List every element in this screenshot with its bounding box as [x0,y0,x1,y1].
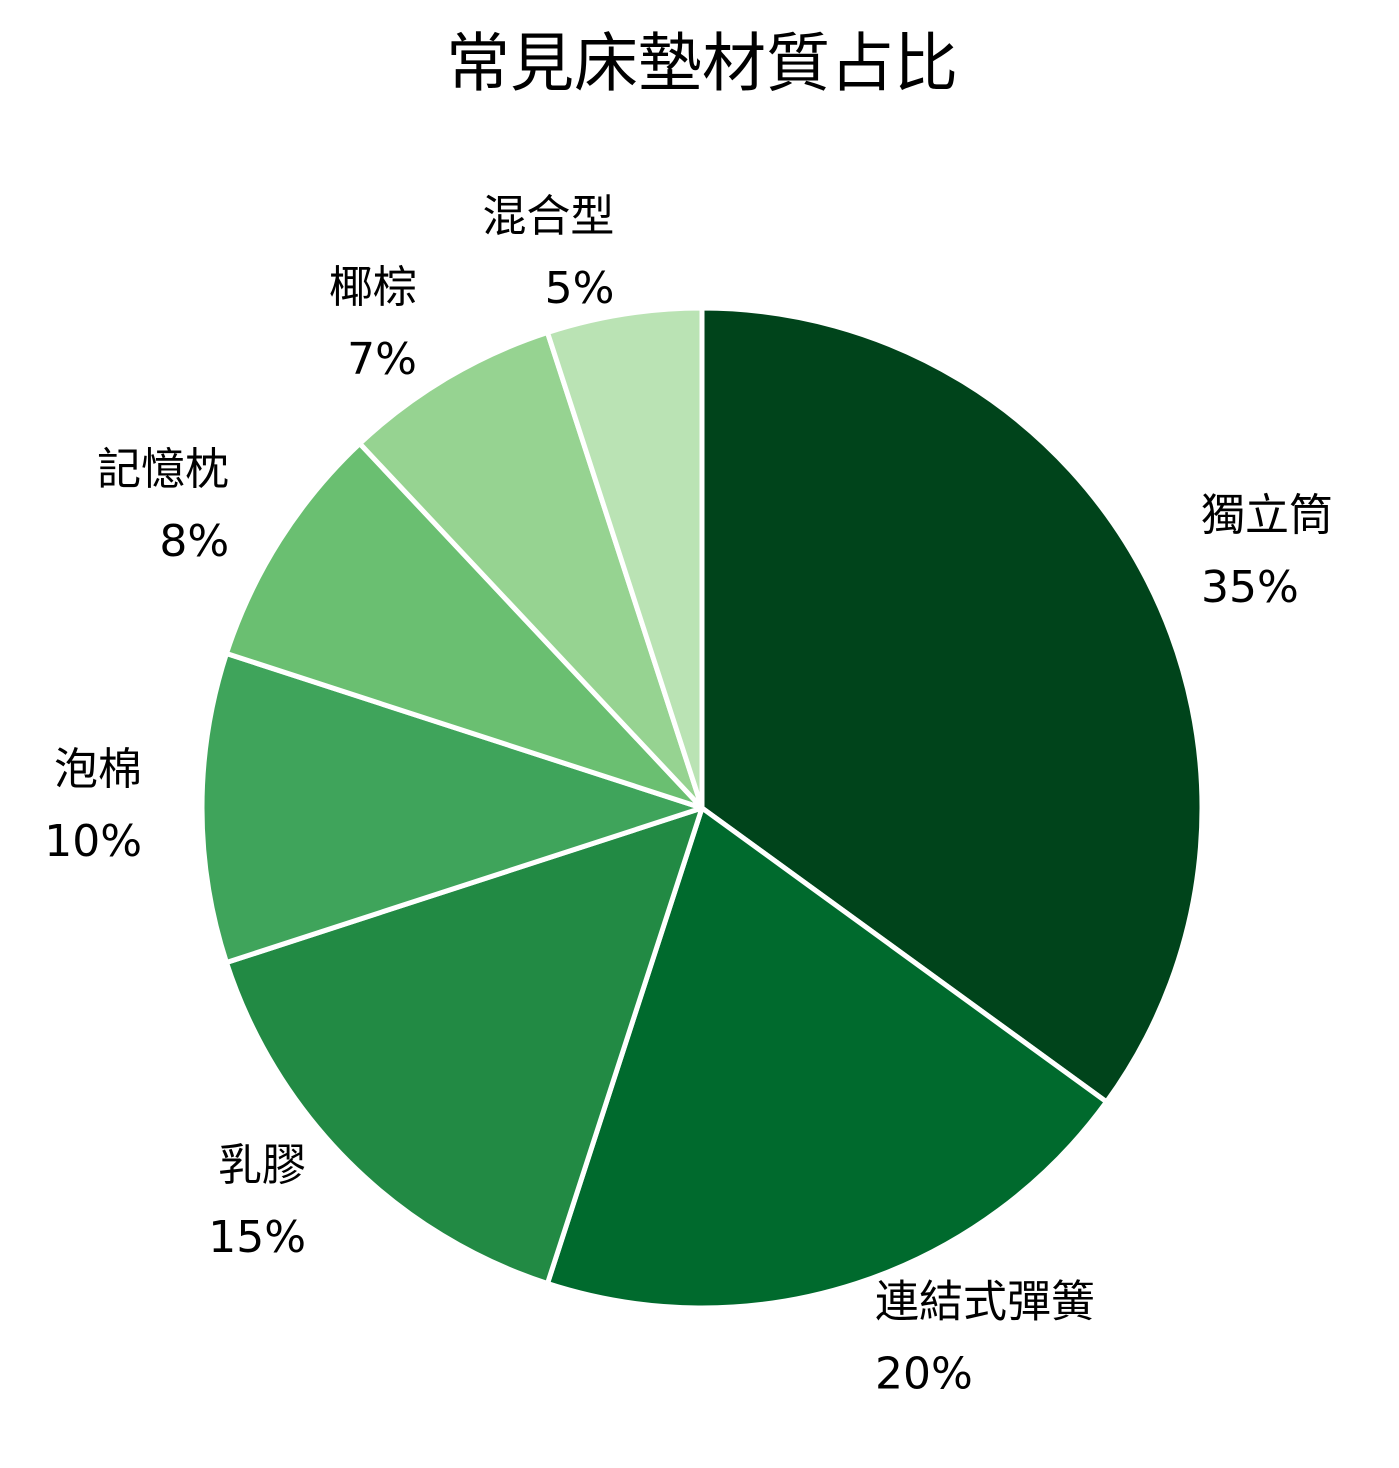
slice-label: 混合型 [482,191,614,242]
pie-slice [357,329,705,811]
slice-value-label: 20% [875,1349,973,1400]
slice-value-label: 7% [347,334,417,385]
pie-slice [544,805,1110,1311]
pie-slice [223,441,705,811]
slice-value-label: 35% [1201,562,1299,613]
pie-slice [223,805,705,1287]
slice-value-label: 10% [44,816,142,867]
slice-value-label: 15% [208,1212,306,1263]
slice-value-label: 5% [545,263,615,314]
slice-label: 椰棕 [329,262,417,313]
slice-label: 連結式彈簧 [875,1277,1095,1328]
slice-label: 泡棉 [54,744,142,795]
slice-label: 乳膠 [218,1140,306,1191]
slice-label: 獨立筒 [1201,490,1333,541]
slice-label: 記憶枕 [97,444,229,495]
pie-slice [544,305,705,811]
slice-value-label: 8% [159,516,229,567]
chart-title: 常見床墊材質占比 [446,28,958,102]
pie-slice [199,650,705,966]
pie-slice [699,305,1205,1105]
